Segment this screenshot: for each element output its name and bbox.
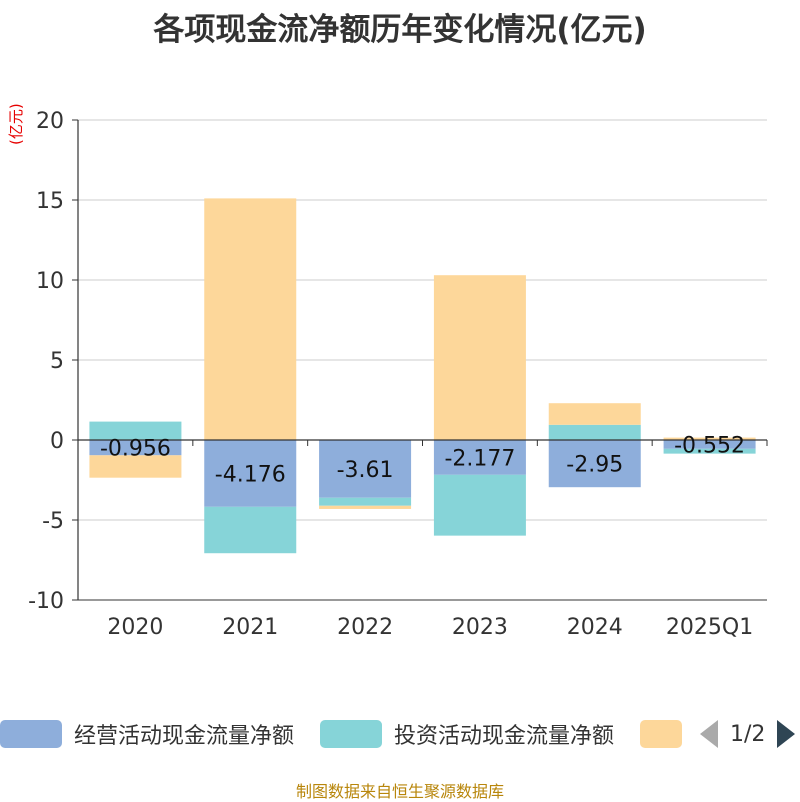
- y-tick-label: 10: [36, 269, 64, 294]
- bar-segment: [663, 448, 756, 454]
- legend: 经营活动现金流量净额 投资活动现金流量净额 1/2: [0, 716, 800, 756]
- data-label: -4.176: [215, 462, 286, 487]
- x-tick-label: 2024: [567, 615, 623, 640]
- data-label: -0.956: [100, 437, 171, 462]
- legend-label-investing: 投资活动现金流量净额: [394, 724, 615, 749]
- legend-swatch-investing: [320, 720, 382, 748]
- bar-segment: [548, 424, 641, 440]
- bar-segment: [663, 440, 756, 449]
- bar-segment: [319, 505, 412, 509]
- data-label: -3.61: [337, 458, 394, 483]
- y-tick-label: 20: [36, 109, 64, 134]
- legend-page-number: 1/2: [730, 721, 766, 747]
- bar-segment: [89, 455, 182, 478]
- y-tick-label: 5: [50, 349, 64, 374]
- data-label: -2.177: [444, 446, 515, 471]
- legend-prev-arrow-icon[interactable]: [700, 720, 718, 748]
- legend-next-arrow-icon[interactable]: [777, 720, 796, 748]
- data-source-footer: 制图数据来自恒生聚源数据库: [295, 782, 504, 801]
- y-tick-label: 15: [36, 189, 64, 214]
- bar-segment: [89, 421, 182, 440]
- chart-title: 各项现金流净额历年变化情况(亿元): [153, 12, 647, 48]
- bar-segment: [204, 198, 297, 440]
- bar-segment: [89, 440, 182, 456]
- x-tick-label: 2022: [337, 615, 393, 640]
- data-label: -2.95: [566, 453, 623, 478]
- bar-segment: [319, 497, 412, 506]
- x-tick-label: 2020: [107, 615, 163, 640]
- x-tick-label: 2021: [222, 615, 278, 640]
- legend-swatch-operating: [0, 720, 62, 748]
- y-tick-label: -10: [28, 589, 64, 614]
- bar-segment: [204, 506, 297, 554]
- bar-segment: [548, 403, 641, 425]
- legend-item-operating[interactable]: 经营活动现金流量净额: [0, 716, 294, 752]
- y-tick-label: 0: [50, 429, 64, 454]
- x-tick-label: 2025Q1: [666, 615, 753, 640]
- bar-segment: [204, 440, 297, 507]
- legend-item-third[interactable]: [640, 716, 682, 752]
- bar-segment: [548, 440, 641, 488]
- legend-item-investing[interactable]: 投资活动现金流量净额: [320, 716, 614, 752]
- x-tick-label: 2023: [452, 615, 508, 640]
- bar-segment: [319, 440, 412, 498]
- legend-pager: 1/2: [700, 716, 796, 752]
- bar-segment: [433, 440, 526, 475]
- bar-segment: [433, 474, 526, 536]
- legend-swatch-third: [640, 720, 682, 748]
- bar-segment: [663, 437, 756, 440]
- data-label: -0.552: [674, 433, 745, 458]
- y-tick-label: -5: [42, 509, 64, 534]
- legend-label-operating: 经营活动现金流量净额: [74, 724, 295, 749]
- bar-segment: [433, 275, 526, 440]
